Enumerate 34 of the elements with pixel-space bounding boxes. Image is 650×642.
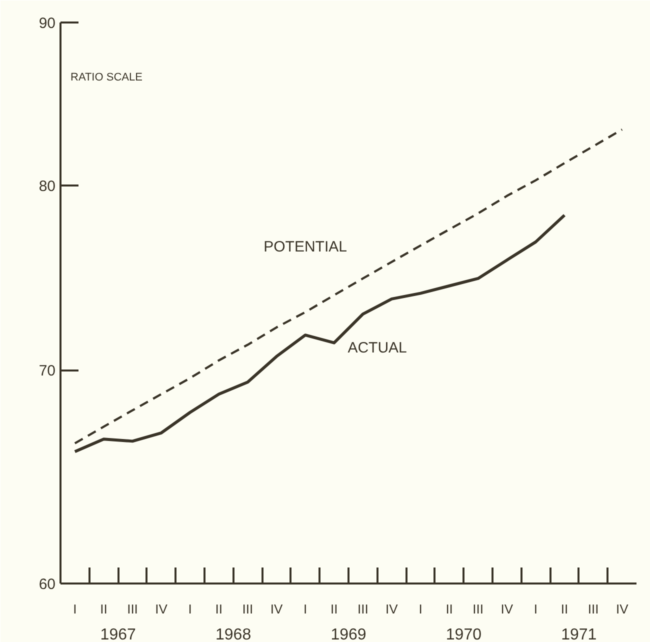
x-tick-label: III <box>242 602 254 616</box>
x-tick-label: III <box>357 602 368 616</box>
x-tick-label: II <box>446 602 453 616</box>
text: 1970 <box>446 626 482 642</box>
x-tick-label: I <box>418 602 422 616</box>
annotation: ACTUAL <box>348 339 407 356</box>
x-tick-label: III <box>127 602 138 616</box>
x-tick-label: II <box>215 602 223 616</box>
x-tick-label: II <box>100 602 108 616</box>
y-tick-label: 70 <box>38 362 56 380</box>
line-series <box>74 128 624 444</box>
x-tick-label: III <box>472 602 484 616</box>
annotation: RATIO SCALE <box>70 72 142 84</box>
y-tick-label: 90 <box>38 15 56 32</box>
x-tick-label: I <box>188 602 192 616</box>
x-tick-label: IV <box>386 602 398 616</box>
annotation: POTENTIAL <box>264 238 347 256</box>
x-tick-label: I <box>303 602 308 616</box>
text: 1967 <box>100 626 136 642</box>
x-tick-label: I <box>534 602 538 616</box>
x-tick-label: IV <box>270 602 283 616</box>
x-tick-label: III <box>588 602 599 616</box>
x-tick-label: II <box>560 602 568 616</box>
x-tick-label: IV <box>500 602 514 616</box>
x-tick-label: I <box>73 602 77 616</box>
text: 1971 <box>561 626 597 642</box>
x-tick-label: II <box>330 602 338 616</box>
text: 1968 <box>216 626 252 642</box>
text: 1969 <box>330 626 366 642</box>
y-tick-label: 60 <box>38 576 56 593</box>
x-tick-label: IV <box>155 602 168 616</box>
y-tick-label: 80 <box>38 178 56 195</box>
x-tick-label: IV <box>616 602 629 616</box>
line-series <box>73 214 566 454</box>
